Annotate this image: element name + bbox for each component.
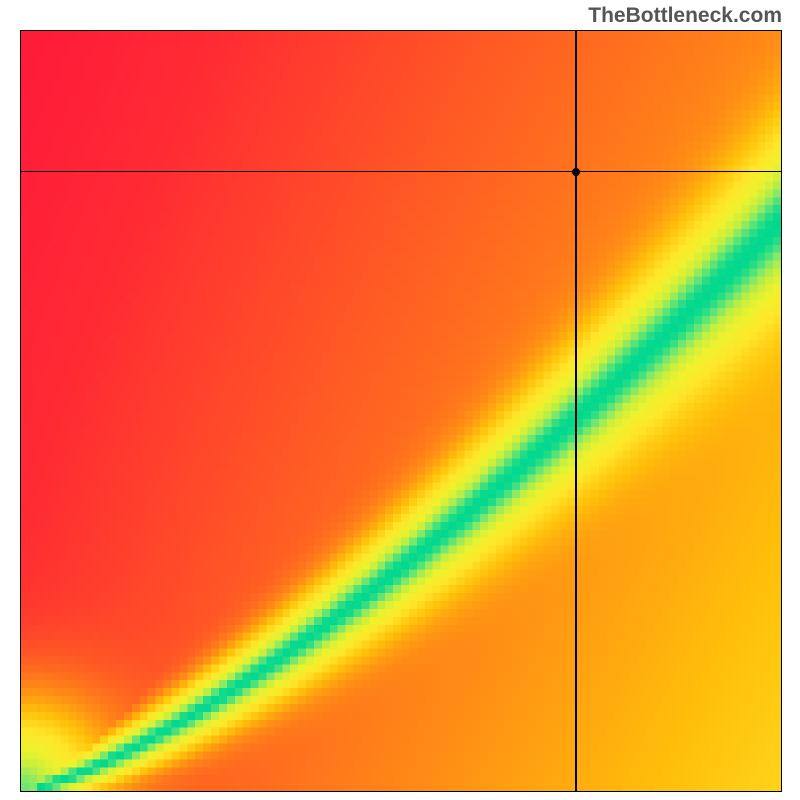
- crosshair-horizontal: [21, 171, 781, 173]
- marker-dot: [572, 168, 580, 176]
- watermark-text: TheBottleneck.com: [588, 4, 782, 28]
- plot-area: [20, 30, 782, 792]
- crosshair-vertical: [575, 31, 577, 791]
- chart-container: TheBottleneck.com: [0, 0, 800, 800]
- heatmap-canvas: [21, 31, 781, 791]
